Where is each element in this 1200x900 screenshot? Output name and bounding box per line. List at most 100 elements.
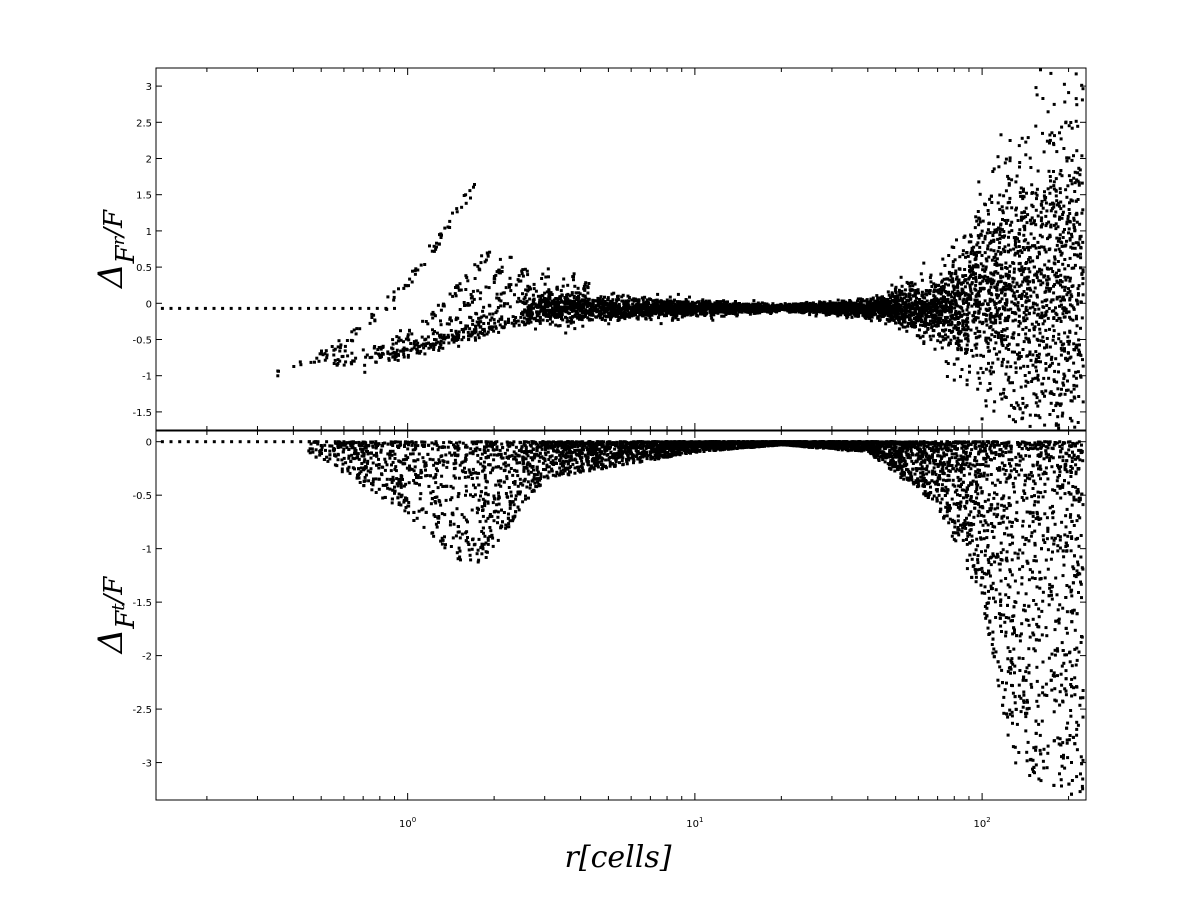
data-point xyxy=(673,302,677,306)
data-point xyxy=(994,352,998,356)
data-point xyxy=(584,296,588,300)
data-point xyxy=(572,320,575,324)
data-point xyxy=(1020,273,1024,277)
data-point xyxy=(1076,171,1080,175)
data-point xyxy=(938,288,942,291)
data-point xyxy=(998,233,1002,237)
data-point xyxy=(909,289,913,293)
data-point xyxy=(1045,286,1049,290)
data-point xyxy=(452,340,456,344)
data-point xyxy=(579,299,583,303)
data-point xyxy=(950,320,954,324)
data-point xyxy=(1080,272,1084,276)
data-point xyxy=(1047,365,1051,369)
data-point xyxy=(1080,316,1084,320)
data-point xyxy=(473,336,477,340)
data-point xyxy=(468,315,472,319)
data-point xyxy=(1056,423,1060,427)
data-point xyxy=(596,300,600,304)
data-point xyxy=(944,304,948,308)
data-point xyxy=(576,286,580,290)
data-point xyxy=(731,312,735,315)
data-point xyxy=(1008,196,1012,200)
data-point xyxy=(1038,233,1042,237)
data-point xyxy=(396,358,400,362)
data-point xyxy=(496,306,500,309)
data-point xyxy=(474,324,477,328)
data-point xyxy=(1005,327,1009,331)
data-point xyxy=(412,340,416,344)
data-point xyxy=(469,196,472,200)
data-point xyxy=(486,330,490,334)
data-point xyxy=(933,315,936,319)
data-point xyxy=(718,310,722,314)
data-point xyxy=(508,255,512,259)
data-point xyxy=(1019,366,1022,370)
data-point xyxy=(1058,237,1062,241)
data-point xyxy=(1013,253,1017,257)
data-point xyxy=(1061,295,1065,299)
data-point xyxy=(1022,340,1026,344)
data-point xyxy=(1072,374,1076,378)
data-point xyxy=(670,304,674,308)
data-point xyxy=(911,288,915,292)
data-point xyxy=(1022,233,1026,237)
data-point xyxy=(1045,209,1049,213)
data-point xyxy=(397,336,401,340)
data-point xyxy=(973,331,977,335)
data-point xyxy=(703,314,707,317)
data-point xyxy=(902,305,906,309)
data-point xyxy=(447,322,451,326)
data-point xyxy=(997,165,1001,169)
data-point xyxy=(324,349,328,353)
data-point xyxy=(846,314,850,318)
data-point xyxy=(1049,300,1053,304)
data-point xyxy=(414,267,418,271)
data-point xyxy=(946,362,950,365)
data-point xyxy=(1036,373,1040,377)
data-point xyxy=(979,281,983,285)
data-point xyxy=(446,333,450,337)
data-point xyxy=(947,283,950,287)
data-point xyxy=(1063,347,1066,351)
data-point xyxy=(971,270,975,274)
data-point xyxy=(476,333,480,337)
data-point xyxy=(272,306,276,310)
data-point xyxy=(1067,342,1071,346)
data-point xyxy=(1016,304,1020,308)
data-point xyxy=(1040,311,1044,315)
data-point xyxy=(509,283,513,287)
data-point xyxy=(431,332,435,336)
data-point xyxy=(1028,424,1032,428)
data-point xyxy=(373,345,377,348)
data-point xyxy=(889,318,893,322)
data-point xyxy=(902,292,906,296)
data-point xyxy=(1004,221,1008,225)
data-point xyxy=(540,298,544,302)
data-point xyxy=(464,303,468,307)
data-point xyxy=(523,296,527,299)
data-point xyxy=(1073,263,1077,267)
data-point xyxy=(747,302,751,306)
data-point xyxy=(1003,292,1007,296)
data-point xyxy=(824,313,828,317)
data-point xyxy=(1041,305,1045,309)
data-point xyxy=(709,314,713,317)
data-point xyxy=(956,283,960,287)
data-point xyxy=(482,305,486,309)
data-point xyxy=(744,310,748,314)
data-point xyxy=(1055,297,1059,301)
data-point xyxy=(972,276,975,280)
data-point xyxy=(771,302,775,306)
data-point xyxy=(978,192,982,196)
data-point xyxy=(506,321,510,324)
data-point xyxy=(981,275,984,279)
data-point xyxy=(1037,246,1041,250)
data-point xyxy=(1014,366,1018,370)
data-point xyxy=(1018,351,1021,355)
data-point xyxy=(1072,223,1076,227)
data-point xyxy=(1026,364,1030,368)
data-point xyxy=(437,348,441,352)
data-point xyxy=(998,237,1002,241)
data-point xyxy=(583,283,587,286)
